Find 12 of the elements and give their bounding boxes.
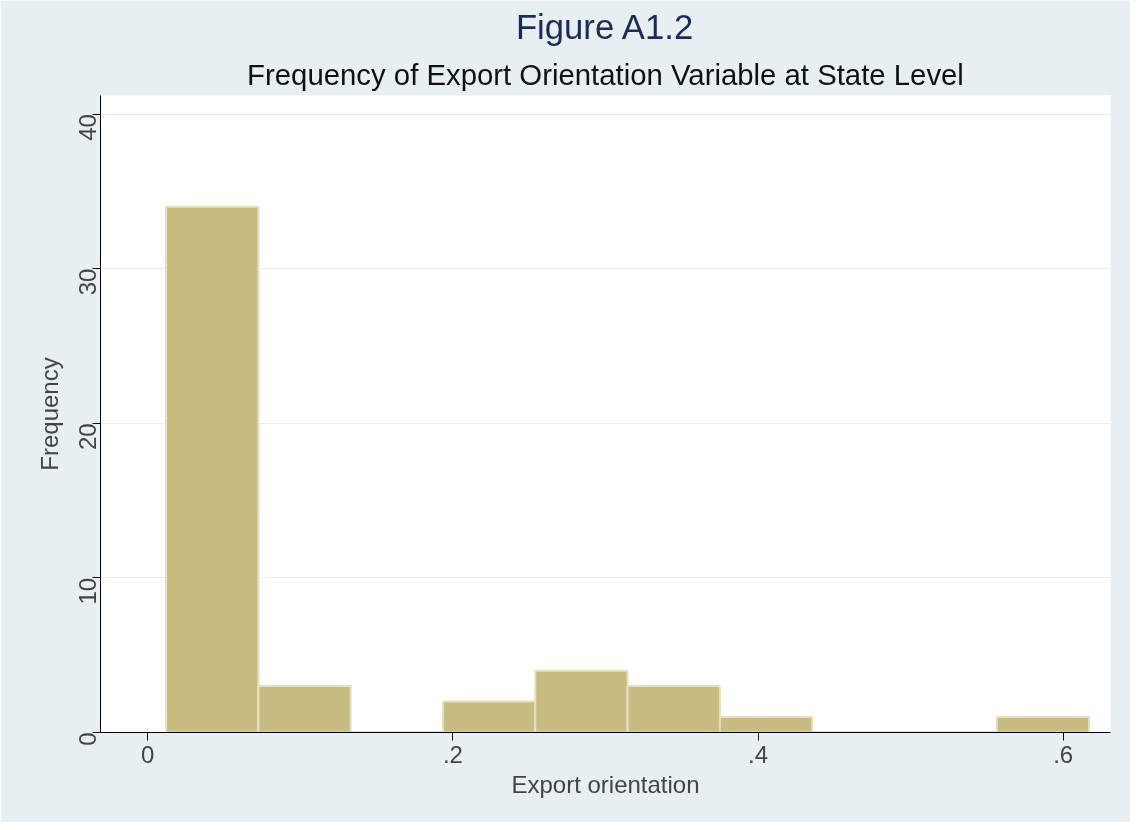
chart-title: Figure A1.2 xyxy=(515,7,694,46)
chart-subtitle: Frequency of Export Orientation Variable at State Level xyxy=(247,57,964,91)
x-tick-label: .6 xyxy=(1053,740,1074,768)
y-tick-label: 10 xyxy=(74,577,101,605)
y-tick-label: 20 xyxy=(74,423,101,450)
y-tick-label: 30 xyxy=(74,268,101,296)
x-axis-title: Export orientation xyxy=(511,770,700,798)
x-tick-label: .2 xyxy=(442,740,463,768)
y-axis-title: Frequency xyxy=(35,357,63,471)
y-tick-label: 40 xyxy=(74,114,101,141)
x-tick-label: 0 xyxy=(141,740,155,768)
x-tick-label: .4 xyxy=(748,740,769,768)
